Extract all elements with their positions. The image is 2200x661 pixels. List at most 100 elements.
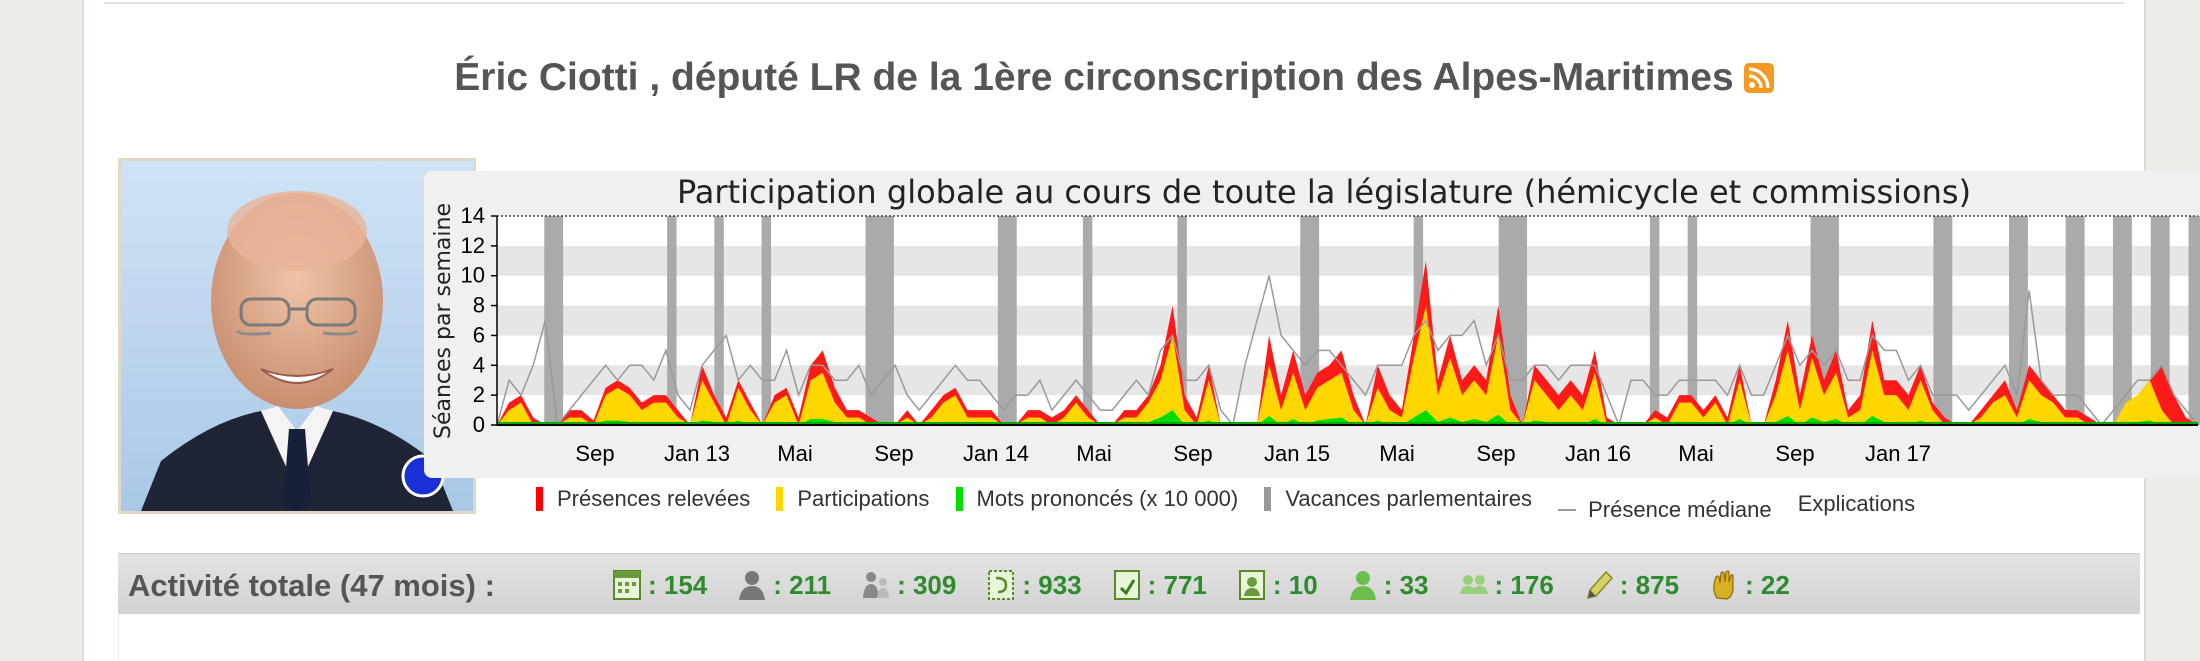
vacances-band [997, 216, 1017, 425]
rss-icon[interactable] [1743, 63, 1774, 93]
grid-band [497, 216, 2198, 246]
amendment-document-icon[interactable] [1112, 568, 1142, 602]
legend-vacances: Vacances parlementaires [1264, 486, 1532, 512]
series-participations [497, 305, 2198, 425]
activity-stat-value: : 309 [897, 569, 957, 600]
y-tick-label: 6 [473, 322, 485, 347]
pencil-icon[interactable] [1584, 568, 1614, 602]
activity-stat[interactable]: : 10 [1237, 568, 1318, 602]
legend-explications[interactable]: Explications [1798, 491, 1915, 517]
legend-participations: Participations [776, 486, 929, 512]
vacances-band [1687, 216, 1698, 425]
activity-stat[interactable]: : 309 [861, 568, 956, 602]
y-tick-label: 8 [473, 293, 485, 318]
x-tick-label: Mai [1379, 441, 1414, 466]
x-tick-label: Sep [575, 441, 614, 466]
x-tick-label: Jan 16 [1565, 441, 1631, 466]
vacances-band [2009, 216, 2028, 425]
y-tick-label: 14 [461, 203, 485, 228]
x-tick-label: Sep [1775, 441, 1814, 466]
legend-line [1558, 509, 1577, 511]
activity-stats: : 154 : 211 : 309 : 933 : 771 : 10 : 33 : 176 : … [612, 562, 1820, 608]
activity-stat[interactable]: : 211 [737, 568, 831, 602]
legend-swatch-yellow [776, 487, 784, 511]
vacances-band [1177, 216, 1187, 425]
activity-stat[interactable]: : 875 [1584, 568, 1679, 602]
series-mediane [496, 275, 2199, 428]
x-tick-label: Jan 17 [1865, 441, 1931, 466]
legend-label: Présences relevées [557, 486, 751, 511]
grid-band [497, 335, 2198, 366]
activity-stat-value: : 933 [1022, 569, 1082, 600]
activity-stat[interactable]: : 33 [1348, 568, 1429, 602]
hand-icon[interactable] [1709, 568, 1739, 602]
x-tick-label: Mai [1076, 441, 1111, 466]
participation-chart: 0 2 4 6 8 10 12 14 Sep Jan 13 Mai Sep Jan 14 Mai Sep Ja… [424, 171, 2200, 478]
explications-link[interactable]: Explications [1797, 491, 1916, 516]
legend-mots: Mots prononcés (x 10 000) [955, 486, 1239, 512]
legend-mediane: Présence médiane [1558, 497, 1772, 523]
activity-stat[interactable]: : 154 [612, 568, 707, 602]
activity-stat-value: : 771 [1147, 569, 1207, 600]
legend-swatch-green [955, 487, 963, 511]
legend-swatch-gray [1264, 487, 1272, 511]
chart-title: Participation globale au cours de toute … [677, 173, 1971, 211]
activity-label: Activité totale (47 mois) : [128, 568, 495, 603]
speech-document-icon[interactable] [986, 568, 1016, 602]
vacances-band [544, 216, 564, 425]
vacances-band [2188, 216, 2200, 425]
x-tick-label: Mai [1678, 441, 1713, 466]
deputy-panel: Éric Ciotti , député LR de la 1ère circo… [82, 0, 2200, 661]
x-tick-label: Sep [874, 441, 913, 466]
activity-stat-value: : 10 [1272, 569, 1318, 600]
calendar-icon[interactable] [612, 568, 642, 602]
top-divider [104, 2, 2124, 4]
activity-stat[interactable]: : 933 [986, 568, 1082, 602]
legend-label: Mots prononcés (x 10 000) [976, 486, 1239, 511]
x-tick-label: Jan 15 [1264, 441, 1330, 466]
activity-stat[interactable]: : 22 [1709, 568, 1790, 602]
y-tick-label: 12 [461, 233, 485, 258]
deputy-title: Éric Ciotti , député LR de la 1ère circo… [454, 56, 1734, 99]
author-person-icon[interactable] [1348, 568, 1378, 602]
activity-stat-value: : 33 [1383, 569, 1429, 600]
grid-band [497, 275, 2198, 306]
vacances-band [1933, 216, 1953, 425]
chart-svg: 0 2 4 6 8 10 12 14 Sep Jan 13 Mai Sep Jan 14 Mai Sep Ja… [431, 173, 2200, 466]
vacances-band [1649, 216, 1660, 425]
group-persons-icon[interactable] [1459, 568, 1489, 602]
deputy-photo [118, 158, 476, 514]
x-tick-label: Sep [1173, 441, 1212, 466]
legend-label: Vacances parlementaires [1285, 486, 1532, 511]
vacances-band [2112, 216, 2132, 425]
vacances-band [865, 216, 894, 425]
x-tick-label: Sep [1476, 441, 1515, 466]
activity-stat-value: : 211 [773, 569, 832, 600]
activity-stat-value: : 22 [1745, 569, 1790, 600]
activity-stat[interactable]: : 176 [1459, 568, 1554, 602]
activity-stat-value: : 875 [1619, 569, 1680, 600]
vacances-band [761, 216, 772, 425]
legend-swatch-red [536, 487, 543, 511]
y-axis-label: Séances par semaine [431, 203, 456, 439]
vacances-band [1082, 216, 1093, 425]
activity-stat-value: : 154 [648, 569, 708, 600]
legend-label: Participations [797, 486, 930, 511]
x-tick-label: Jan 14 [963, 441, 1029, 466]
y-tick-label: 10 [461, 263, 485, 288]
x-tick-label: Mai [777, 441, 812, 466]
person-icon[interactable] [737, 568, 767, 602]
activity-stat[interactable]: : 771 [1112, 568, 1207, 602]
legend-label: Présence médiane [1588, 497, 1772, 522]
persons-speaking-icon[interactable] [861, 568, 891, 602]
x-tick-label: Jan 13 [664, 441, 730, 466]
content-area [118, 614, 2141, 661]
report-document-icon[interactable] [1237, 568, 1267, 602]
y-tick-label: 4 [473, 352, 485, 377]
page-title: Éric Ciotti , député LR de la 1ère circo… [84, 56, 2144, 100]
activity-bar: Activité totale (47 mois) : : 154: 211: … [118, 553, 2140, 615]
y-tick-label: 0 [473, 412, 485, 437]
grid-band [497, 305, 2198, 336]
chart-legend: Présences relevées Participations Mots p… [536, 486, 2136, 522]
y-tick-label: 2 [473, 382, 485, 407]
